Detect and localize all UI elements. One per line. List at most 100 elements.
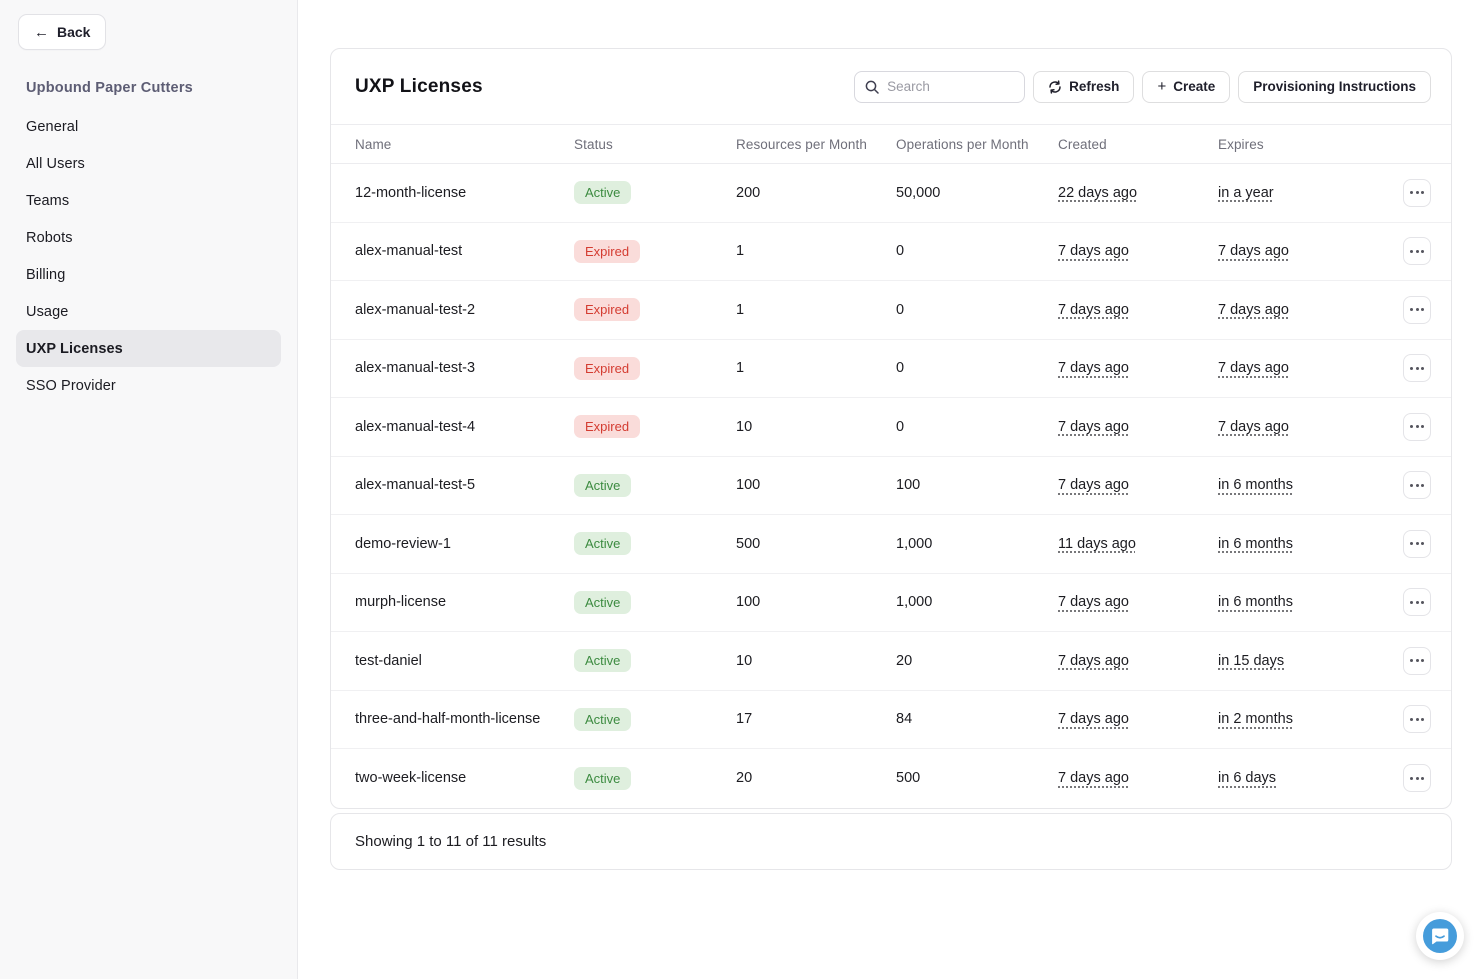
- operations-per-month-cell: 0: [896, 360, 905, 377]
- expires-relative-time[interactable]: 7 days ago: [1218, 301, 1289, 318]
- created-cell: 7 days ago: [1058, 594, 1218, 610]
- row-actions-button[interactable]: [1403, 412, 1431, 441]
- create-button-label: Create: [1173, 79, 1216, 94]
- back-button[interactable]: ← Back: [18, 14, 107, 50]
- row-actions-button[interactable]: [1403, 178, 1431, 207]
- row-actions-button[interactable]: [1403, 588, 1431, 617]
- sidebar-item-robots[interactable]: Robots: [16, 219, 281, 256]
- resources-per-month-cell: 17: [736, 711, 753, 728]
- create-button[interactable]: + Create: [1142, 70, 1231, 103]
- license-name-cell: alex-manual-test: [355, 243, 463, 260]
- expires-cell: 7 days ago: [1218, 360, 1387, 376]
- table-row: 12-month-license Active 200 50,000 22 da…: [331, 164, 1451, 223]
- created-relative-time[interactable]: 11 days ago: [1058, 535, 1136, 552]
- row-actions-button[interactable]: [1403, 646, 1431, 675]
- status-cell: Expired: [574, 356, 736, 380]
- sidebar-item-usage[interactable]: Usage: [16, 293, 281, 330]
- created-relative-time[interactable]: 7 days ago: [1058, 477, 1129, 494]
- sidebar: ← Back Upbound Paper Cutters General All…: [0, 0, 298, 979]
- column-header-status: Status: [574, 136, 613, 152]
- operations-per-month-cell: 20: [896, 652, 913, 669]
- row-actions-button[interactable]: [1403, 237, 1431, 266]
- sidebar-item-label: Robots: [26, 229, 73, 246]
- table-row: three-and-half-month-license Active 17 8…: [331, 691, 1451, 749]
- created-cell: 7 days ago: [1058, 419, 1218, 435]
- search-input[interactable]: [887, 79, 1015, 94]
- expires-relative-time[interactable]: 7 days ago: [1218, 243, 1289, 260]
- results-footer: Showing 1 to 11 of 11 results: [330, 812, 1452, 870]
- sidebar-item-uxp-licenses[interactable]: UXP Licenses: [16, 330, 281, 367]
- expires-relative-time[interactable]: in 2 months: [1218, 711, 1293, 728]
- back-button-label: Back: [57, 24, 91, 40]
- ellipsis-icon: [1410, 776, 1413, 780]
- provisioning-instructions-label: Provisioning Instructions: [1253, 79, 1416, 94]
- expires-relative-time[interactable]: in 6 days: [1218, 770, 1277, 787]
- ellipsis-icon: [1410, 425, 1413, 429]
- expires-cell: in 6 months: [1218, 594, 1387, 610]
- ellipsis-icon: [1410, 191, 1413, 195]
- created-relative-time[interactable]: 7 days ago: [1058, 770, 1129, 787]
- operations-per-month-cell: 500: [896, 770, 921, 787]
- row-actions-button[interactable]: [1403, 529, 1431, 558]
- expires-relative-time[interactable]: in 6 months: [1218, 594, 1293, 611]
- expires-cell: in 6 months: [1218, 477, 1387, 493]
- ellipsis-icon: [1410, 600, 1413, 604]
- table-header-row: Name Status Resources per Month Operations …: [331, 125, 1451, 164]
- expires-cell: in 6 months: [1218, 536, 1387, 552]
- row-actions-button[interactable]: [1403, 471, 1431, 500]
- status-badge: Active: [574, 766, 632, 790]
- created-relative-time[interactable]: 22 days ago: [1058, 184, 1138, 201]
- sidebar-item-teams[interactable]: Teams: [16, 182, 281, 219]
- plus-icon: +: [1157, 77, 1167, 95]
- row-actions-button[interactable]: [1403, 705, 1431, 734]
- column-header-resources-per-month: Resources per Month: [736, 136, 867, 152]
- card-header: UXP Licenses Refresh: [331, 49, 1451, 125]
- created-relative-time[interactable]: 7 days ago: [1058, 301, 1129, 318]
- expires-relative-time[interactable]: in 6 months: [1218, 535, 1293, 552]
- expires-relative-time[interactable]: 7 days ago: [1218, 360, 1289, 377]
- status-badge: Active: [574, 590, 632, 614]
- sidebar-item-sso-provider[interactable]: SSO Provider: [16, 367, 281, 404]
- chat-launcher-button[interactable]: [1416, 912, 1464, 960]
- expires-cell: in 2 months: [1218, 711, 1387, 727]
- refresh-button[interactable]: Refresh: [1033, 70, 1135, 103]
- sidebar-item-label: Usage: [26, 303, 69, 320]
- created-relative-time[interactable]: 7 days ago: [1058, 594, 1129, 611]
- row-actions-button[interactable]: [1403, 295, 1431, 324]
- sidebar-item-all-users[interactable]: All Users: [16, 145, 281, 182]
- table-row: alex-manual-test-5 Active 100 100 7 days…: [331, 457, 1451, 515]
- resources-per-month-cell: 20: [736, 770, 753, 787]
- expires-relative-time[interactable]: 7 days ago: [1218, 418, 1289, 435]
- expires-cell: 7 days ago: [1218, 419, 1387, 435]
- status-badge: Expired: [574, 356, 641, 380]
- results-summary: Showing 1 to 11 of 11 results: [355, 832, 547, 850]
- created-relative-time[interactable]: 7 days ago: [1058, 360, 1129, 377]
- status-badge: Active: [574, 707, 632, 731]
- status-cell: Active: [574, 532, 736, 556]
- created-relative-time[interactable]: 7 days ago: [1058, 418, 1129, 435]
- status-badge: Expired: [574, 298, 641, 322]
- status-badge: Active: [574, 532, 632, 556]
- created-cell: 7 days ago: [1058, 360, 1218, 376]
- search-box: [854, 70, 1026, 103]
- provisioning-instructions-button[interactable]: Provisioning Instructions: [1238, 70, 1431, 103]
- expires-relative-time[interactable]: in 6 months: [1218, 477, 1293, 494]
- ellipsis-icon: [1410, 659, 1413, 663]
- sidebar-item-general[interactable]: General: [16, 108, 281, 145]
- created-relative-time[interactable]: 7 days ago: [1058, 652, 1129, 669]
- expires-relative-time[interactable]: in a year: [1218, 184, 1274, 201]
- sidebar-item-billing[interactable]: Billing: [16, 256, 281, 293]
- expires-relative-time[interactable]: in 15 days: [1218, 652, 1285, 669]
- table-row: alex-manual-test-2 Expired 1 0 7 days ag…: [331, 281, 1451, 340]
- created-relative-time[interactable]: 7 days ago: [1058, 711, 1129, 728]
- expires-cell: in 15 days: [1218, 653, 1387, 669]
- license-name-cell: alex-manual-test-5: [355, 477, 476, 494]
- ellipsis-icon: [1410, 249, 1413, 253]
- row-actions-button[interactable]: [1403, 354, 1431, 383]
- refresh-icon: [1049, 79, 1061, 94]
- row-actions-button[interactable]: [1403, 764, 1431, 793]
- created-relative-time[interactable]: 7 days ago: [1058, 243, 1129, 260]
- table-row: alex-manual-test Expired 1 0 7 days ago …: [331, 223, 1451, 281]
- resources-per-month-cell: 1: [736, 301, 745, 318]
- created-cell: 7 days ago: [1058, 302, 1218, 318]
